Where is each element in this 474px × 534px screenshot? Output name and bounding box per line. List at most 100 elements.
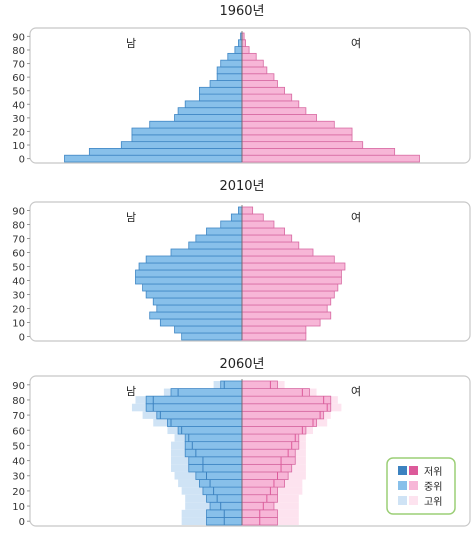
y-tick-label: 10	[12, 502, 25, 513]
y-tick-label: 90	[12, 207, 25, 218]
bar-female	[241, 107, 307, 115]
bar-female	[241, 154, 420, 163]
y-tick-label: 80	[12, 46, 25, 57]
bar-female	[241, 276, 342, 285]
bar-male	[149, 120, 243, 129]
bar-male	[216, 73, 243, 81]
y-tick-label: 10	[12, 141, 25, 152]
bar-male	[135, 276, 243, 285]
y-tick-label: 70	[12, 60, 25, 71]
bar-female	[241, 52, 257, 61]
bar-male-mid	[195, 471, 243, 480]
legend-swatch-female	[409, 466, 418, 475]
bar-male-mid	[170, 388, 243, 397]
y-tick-label: 0	[19, 333, 25, 344]
bar-female	[241, 227, 285, 236]
bar-male	[88, 148, 243, 156]
bar-male	[135, 269, 243, 278]
y-tick-label: 80	[12, 396, 25, 407]
legend-swatch-female	[409, 496, 418, 505]
bar-male	[220, 59, 243, 68]
bar-female-mid	[241, 471, 289, 480]
y-tick-label: 30	[12, 472, 25, 483]
bar-female	[241, 120, 335, 129]
bar-female-mid	[241, 433, 300, 443]
bar-male	[131, 134, 243, 143]
bar-female	[241, 318, 321, 327]
y-tick-label: 50	[12, 87, 25, 98]
y-tick-label: 70	[12, 235, 25, 246]
y-tick-label: 40	[12, 277, 25, 288]
bar-male	[206, 227, 243, 236]
bar-male-mid	[184, 441, 243, 450]
chart-title: 1960년	[219, 4, 264, 19]
chart-title: 2010년	[219, 179, 264, 194]
bar-male-mid	[184, 433, 243, 443]
bar-female	[241, 262, 346, 271]
bar-male	[120, 141, 243, 149]
bar-male	[216, 66, 243, 75]
bar-female	[241, 114, 317, 122]
bar-male	[159, 318, 243, 327]
bar-female-mid	[241, 380, 278, 389]
y-tick-label: 30	[12, 291, 25, 302]
bar-female-mid	[241, 486, 278, 496]
female-label: 여	[351, 385, 361, 398]
legend-label: 고위	[424, 495, 442, 508]
bar-male-mid	[184, 448, 243, 458]
bar-male	[142, 283, 243, 292]
bar-female	[241, 73, 275, 81]
bar-female	[241, 59, 264, 68]
bar-male	[188, 241, 243, 250]
bar-female	[241, 66, 268, 75]
bar-male	[195, 234, 243, 243]
bar-female	[241, 283, 339, 292]
bar-male	[145, 290, 243, 299]
bar-male	[149, 311, 243, 320]
y-tick-label: 90	[12, 381, 25, 392]
y-tick-label: 80	[12, 221, 25, 232]
bar-male-mid	[177, 426, 243, 435]
bar-female	[241, 297, 332, 306]
bar-male	[238, 206, 243, 215]
bar-female-mid	[241, 441, 300, 450]
bar-male-mid	[188, 456, 243, 465]
bar-female-mid	[241, 388, 310, 397]
bar-male-mid	[145, 395, 243, 405]
bar-female-mid	[241, 501, 275, 511]
bar-female-mid	[241, 418, 317, 427]
legend-swatch-male	[398, 481, 407, 490]
bar-female	[241, 325, 307, 334]
bar-male	[209, 80, 243, 88]
bar-male	[174, 114, 243, 122]
bar-female	[241, 269, 342, 278]
legend-label: 중위	[424, 480, 442, 493]
legend-swatch-male	[398, 496, 407, 505]
y-tick-label: 90	[12, 32, 25, 43]
bar-male	[238, 39, 243, 47]
bar-male	[198, 86, 243, 95]
bar-male	[138, 262, 243, 271]
legend-swatch-male	[398, 466, 407, 475]
bar-female-mid	[241, 456, 296, 465]
female-label: 여	[351, 211, 361, 224]
bar-female-mid	[241, 410, 325, 420]
male-label: 남	[126, 211, 136, 224]
bar-female	[241, 304, 328, 313]
y-tick-label: 60	[12, 426, 25, 437]
male-label: 남	[126, 37, 136, 50]
y-tick-label: 20	[12, 305, 25, 316]
bar-female	[241, 141, 364, 149]
y-tick-label: 60	[12, 73, 25, 84]
chart-title: 2060년	[219, 357, 264, 372]
bar-female	[241, 206, 254, 215]
bar-male	[184, 100, 243, 109]
bar-female	[241, 80, 278, 88]
pyramid-panel-2: 2010년 0 10 20 30 40 50 60 70 80 90 남 여	[12, 179, 471, 344]
bar-female	[241, 213, 264, 222]
bar-female-mid	[241, 479, 285, 488]
bar-female-mid	[241, 395, 332, 405]
bar-female-mid	[241, 494, 278, 503]
bar-female	[241, 248, 314, 257]
